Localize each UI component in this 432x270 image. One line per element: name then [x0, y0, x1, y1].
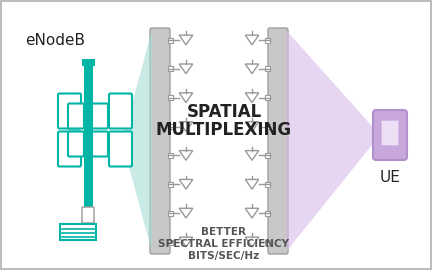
Polygon shape: [245, 151, 259, 160]
FancyBboxPatch shape: [168, 153, 173, 158]
Text: UE: UE: [380, 170, 400, 185]
FancyBboxPatch shape: [83, 62, 92, 208]
Polygon shape: [179, 237, 193, 247]
FancyBboxPatch shape: [109, 93, 132, 129]
FancyBboxPatch shape: [381, 120, 399, 146]
FancyBboxPatch shape: [82, 207, 94, 223]
FancyBboxPatch shape: [68, 131, 84, 157]
FancyBboxPatch shape: [168, 124, 173, 129]
FancyBboxPatch shape: [265, 95, 270, 100]
FancyBboxPatch shape: [168, 239, 173, 245]
Polygon shape: [245, 208, 259, 218]
FancyBboxPatch shape: [265, 211, 270, 216]
Text: BITS/SEC/Hz: BITS/SEC/Hz: [188, 251, 260, 261]
Polygon shape: [179, 35, 193, 45]
Polygon shape: [245, 64, 259, 74]
Polygon shape: [245, 93, 259, 103]
FancyBboxPatch shape: [82, 59, 95, 66]
FancyBboxPatch shape: [373, 110, 407, 160]
FancyBboxPatch shape: [58, 131, 81, 167]
Polygon shape: [245, 179, 259, 189]
FancyBboxPatch shape: [168, 38, 173, 42]
Polygon shape: [179, 208, 193, 218]
Text: SPATIAL: SPATIAL: [186, 103, 262, 121]
Polygon shape: [245, 35, 259, 45]
Text: MULTIPLEXING: MULTIPLEXING: [156, 121, 292, 139]
FancyBboxPatch shape: [168, 182, 173, 187]
FancyBboxPatch shape: [265, 124, 270, 129]
Text: eNodeB: eNodeB: [25, 33, 85, 48]
FancyBboxPatch shape: [60, 224, 96, 240]
Polygon shape: [179, 179, 193, 189]
FancyBboxPatch shape: [265, 239, 270, 245]
FancyBboxPatch shape: [68, 103, 84, 129]
FancyBboxPatch shape: [168, 95, 173, 100]
Polygon shape: [179, 93, 193, 103]
Polygon shape: [179, 151, 193, 160]
FancyBboxPatch shape: [109, 131, 132, 167]
Polygon shape: [245, 237, 259, 247]
FancyBboxPatch shape: [265, 66, 270, 71]
FancyBboxPatch shape: [168, 66, 173, 71]
Polygon shape: [179, 122, 193, 131]
FancyBboxPatch shape: [92, 131, 108, 157]
FancyBboxPatch shape: [265, 153, 270, 158]
FancyBboxPatch shape: [265, 182, 270, 187]
FancyBboxPatch shape: [150, 28, 170, 254]
FancyBboxPatch shape: [168, 211, 173, 216]
Text: BETTER: BETTER: [201, 227, 247, 237]
Polygon shape: [245, 122, 259, 131]
FancyBboxPatch shape: [58, 93, 81, 129]
Text: SPECTRAL EFFICIENCY: SPECTRAL EFFICIENCY: [159, 239, 289, 249]
FancyBboxPatch shape: [92, 103, 108, 129]
Polygon shape: [179, 64, 193, 74]
Polygon shape: [122, 30, 152, 252]
Polygon shape: [286, 30, 380, 252]
FancyBboxPatch shape: [265, 38, 270, 42]
FancyBboxPatch shape: [268, 28, 288, 254]
